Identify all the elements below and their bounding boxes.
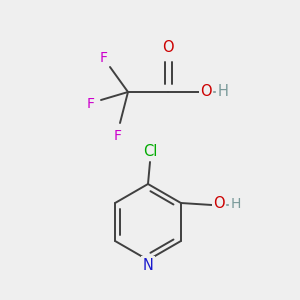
Text: H: H xyxy=(231,197,241,211)
Text: F: F xyxy=(114,129,122,143)
Text: O: O xyxy=(162,40,174,55)
Text: O: O xyxy=(213,196,225,211)
Text: F: F xyxy=(100,51,108,65)
Text: N: N xyxy=(142,257,153,272)
Text: Cl: Cl xyxy=(143,143,157,158)
Text: F: F xyxy=(87,97,95,111)
Text: H: H xyxy=(218,83,228,98)
Text: O: O xyxy=(200,83,212,98)
